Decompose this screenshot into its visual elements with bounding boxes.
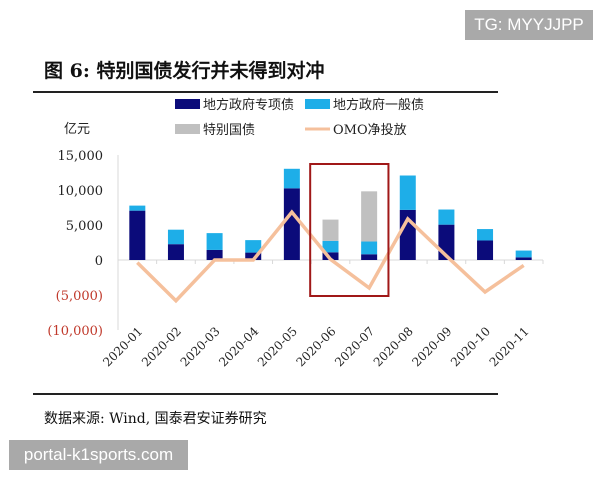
bar-2020-01 xyxy=(129,205,146,211)
bar-2020-04 xyxy=(245,252,262,260)
bar-2020-08 xyxy=(399,175,416,210)
bottom-rule xyxy=(33,393,498,395)
x-tick-label: 2020-04 xyxy=(216,324,261,369)
bar-2020-05 xyxy=(283,168,300,189)
legend-swatch xyxy=(175,124,200,134)
bar-2020-06 xyxy=(322,219,339,241)
watermark-tg: TG: MYYJJPP xyxy=(465,10,593,40)
y-tick-label: 15,000 xyxy=(58,149,104,164)
bar-2020-07 xyxy=(361,241,378,255)
bar-2020-07 xyxy=(361,191,378,242)
bar-2020-07 xyxy=(361,254,378,260)
bar-2020-05 xyxy=(283,188,300,260)
chart: 15,000 10,000 5,000 0 (5,000) (10,000) 亿元 2020-… xyxy=(47,97,544,369)
bar-2020-03 xyxy=(206,249,223,260)
source-note: 数据来源: Wind, 国泰君安证券研究 xyxy=(44,411,267,427)
y-axis-unit: 亿元 xyxy=(64,122,90,137)
bar-2020-10 xyxy=(477,240,494,260)
legend-label: 特别国债 xyxy=(203,123,255,138)
x-tick-label: 2020-09 xyxy=(409,324,454,369)
y-tick-label: 10,000 xyxy=(58,184,104,199)
y-tick-label: 5,000 xyxy=(66,219,103,234)
highlight-box xyxy=(309,163,390,297)
x-tick-label: 2020-02 xyxy=(139,324,184,369)
legend-swatch xyxy=(305,99,330,109)
x-tick-label: 2020-08 xyxy=(371,324,416,369)
y-tick-label: (10,000) xyxy=(47,324,103,339)
watermark-portal: portal-k1sports.com xyxy=(9,440,188,470)
bar-2020-02 xyxy=(167,244,184,260)
legend-swatch xyxy=(175,99,200,109)
x-tick-label: 2020-05 xyxy=(255,324,300,369)
legend-label: 地方政府一般债 xyxy=(333,97,424,113)
bar-2020-06 xyxy=(322,240,339,253)
y-tick-label: 0 xyxy=(95,254,103,269)
bar-2020-10 xyxy=(477,229,494,241)
bar-2020-11 xyxy=(515,257,532,260)
x-tick-label: 2020-07 xyxy=(332,324,377,369)
bar-2020-02 xyxy=(167,229,184,245)
x-tick-label: 2020-06 xyxy=(293,324,338,369)
x-tick-label: 2020-10 xyxy=(448,324,493,369)
legend-label: 地方政府专项债 xyxy=(203,97,294,113)
bar-2020-06 xyxy=(322,252,339,260)
x-tick-label: 2020-03 xyxy=(178,324,223,369)
x-tick-label: 2020-01 xyxy=(100,324,145,369)
figure-title: 图 6: 特别国债发行并未得到对冲 xyxy=(44,60,325,82)
bar-2020-04 xyxy=(245,240,262,253)
bar-2020-09 xyxy=(438,209,455,225)
y-tick-label: (5,000) xyxy=(56,289,103,304)
legend-label: OMO净投放 xyxy=(333,122,407,138)
title-rule xyxy=(33,91,498,93)
bar-2020-11 xyxy=(515,250,532,258)
bar-2020-03 xyxy=(206,233,223,250)
bar-2020-01 xyxy=(129,210,146,260)
x-tick-label: 2020-11 xyxy=(487,324,532,369)
